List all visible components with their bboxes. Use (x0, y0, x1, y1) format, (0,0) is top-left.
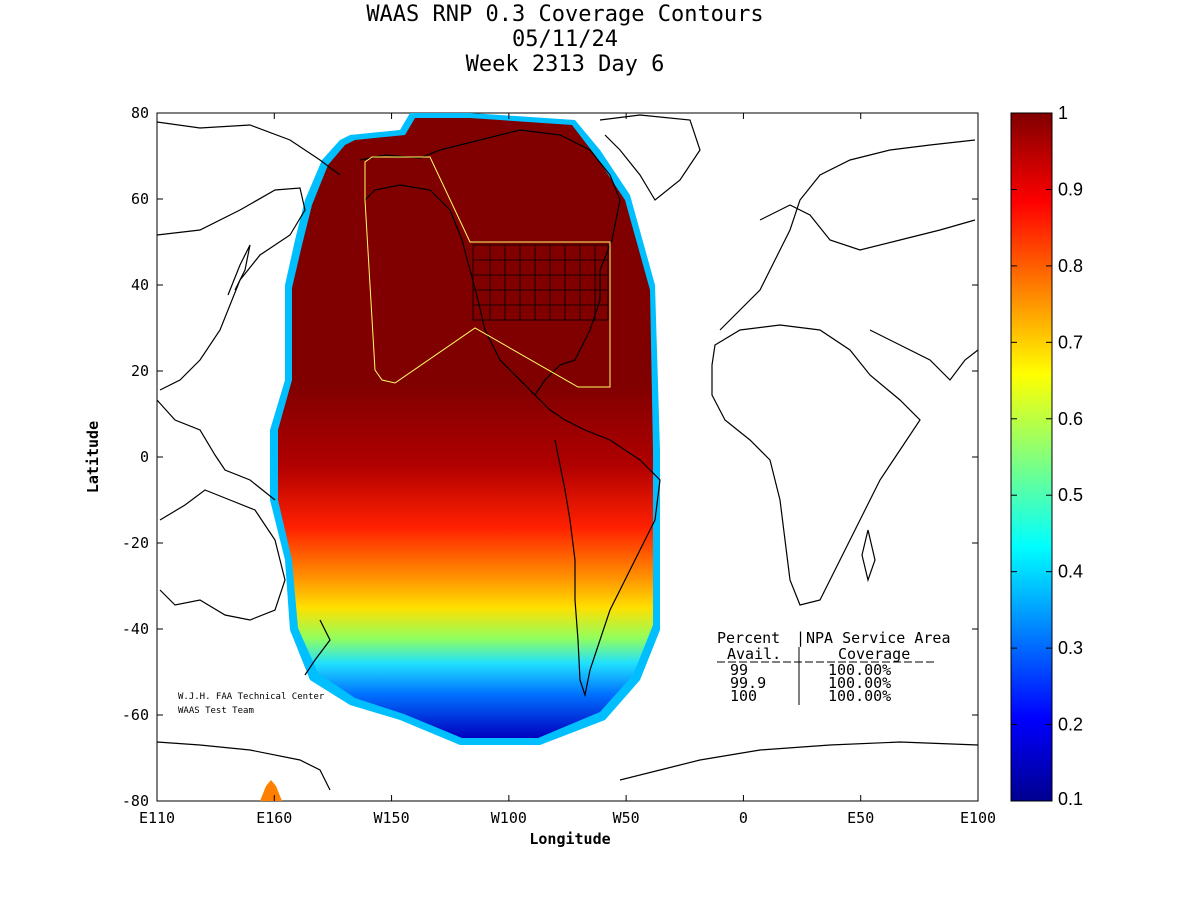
y-axis: 80 60 40 20 0 -20 -40 -60 -80 (122, 104, 978, 810)
us-states (472, 244, 609, 321)
table-header-npa: NPA Service Area (806, 629, 951, 647)
colorbar-tick-label-2: 0.8 (1058, 256, 1083, 276)
colorbar-tick-label-5: 0.5 (1058, 485, 1083, 505)
table-subheader-coverage: Coverage (838, 645, 910, 663)
service-area-outline (364, 156, 611, 388)
table-row-2-coverage: 100.00% (828, 674, 891, 692)
table-row-2-avail: 99.9 (730, 674, 766, 692)
x-tick-label-1: E160 (256, 809, 292, 827)
colorbar-tick-label-4: 0.6 (1058, 409, 1083, 429)
x-tick-label-4: W50 (613, 809, 640, 827)
x-axis: E110 E160 W150 W100 W50 0 E50 E100 (139, 113, 996, 827)
stats-table: Percent | NPA Service Area Avail. Covera… (717, 629, 951, 705)
colorbar-ticks: 1 0.9 0.8 0.7 0.6 0.5 0.4 0.3 0.2 0.1 (1011, 103, 1083, 809)
colorbar-tick-label-6: 0.4 (1058, 562, 1083, 582)
chart-week-day: Week 2313 Day 6 (465, 52, 665, 77)
table-subheader-avail: Avail. (727, 645, 781, 663)
coverage-area (278, 118, 653, 738)
table-header-divider: | (796, 629, 805, 647)
y-tick-label-3: 20 (131, 362, 149, 380)
table-row-3-avail: 100 (730, 687, 757, 705)
chart-date: 05/11/24 (512, 27, 618, 52)
colorbar-tick-label-7: 0.3 (1058, 638, 1083, 658)
table-row-1-coverage: 100.00% (828, 661, 891, 679)
table-row-1-avail: 99 (730, 661, 748, 679)
y-tick-label-8: -80 (122, 792, 149, 810)
coverage-antarctic-blob (260, 780, 282, 801)
colorbar-tick-label-0: 1 (1058, 103, 1068, 123)
coastlines (157, 114, 978, 791)
table-header-percent: Percent (717, 629, 780, 647)
chart-title: WAAS RNP 0.3 Coverage Contours (366, 2, 764, 27)
x-tick-label-5: 0 (739, 809, 748, 827)
x-tick-label-6: E50 (847, 809, 874, 827)
credit-line-1: W.J.H. FAA Technical Center (178, 692, 325, 702)
y-tick-label-4: 0 (140, 448, 149, 466)
y-tick-label-5: -20 (122, 534, 149, 552)
colorbar (1010, 112, 1053, 802)
x-tick-label-3: W100 (491, 809, 527, 827)
y-tick-label-6: -40 (122, 620, 149, 638)
table-row-3-coverage: 100.00% (828, 687, 891, 705)
colorbar-tick-label-1: 0.9 (1058, 179, 1083, 199)
colorbar-tick-label-9: 0.1 (1058, 789, 1083, 809)
colorbar-tick-label-3: 0.7 (1058, 332, 1083, 352)
x-axis-label: Longitude (529, 830, 610, 848)
credit-line-2: WAAS Test Team (178, 706, 254, 716)
x-tick-label-2: W150 (374, 809, 410, 827)
x-tick-label-0: E110 (139, 809, 175, 827)
colorbar-tick-label-8: 0.2 (1058, 715, 1083, 735)
y-tick-label-2: 40 (131, 276, 149, 294)
y-tick-label-0: 80 (131, 104, 149, 122)
x-tick-label-7: E100 (960, 809, 996, 827)
y-axis-label: Latitude (84, 421, 102, 493)
y-tick-label-7: -60 (122, 706, 149, 724)
y-tick-label-1: 60 (131, 190, 149, 208)
